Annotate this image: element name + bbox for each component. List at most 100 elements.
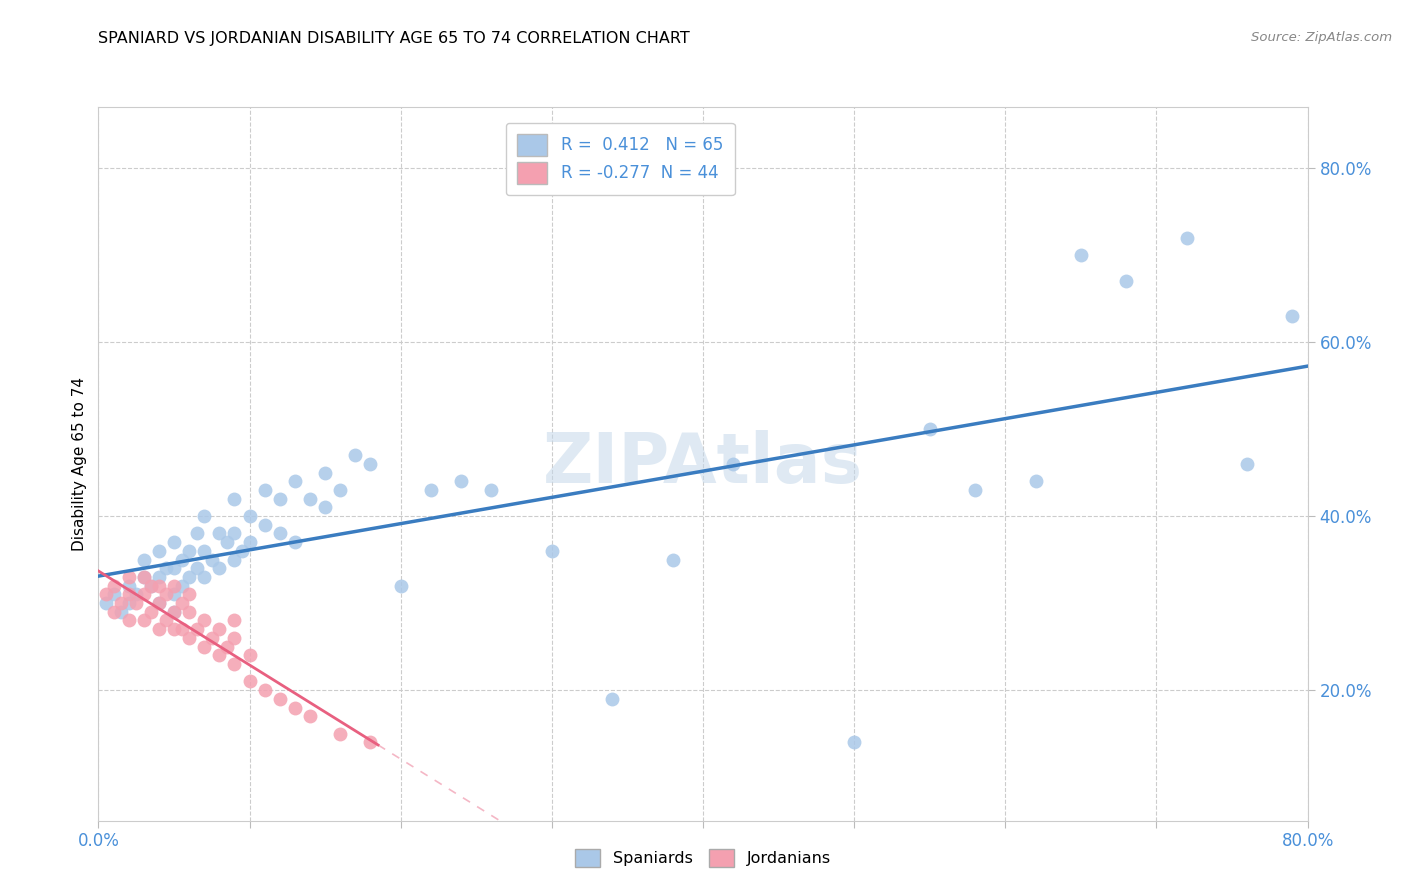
Point — [389, 579, 412, 593]
Point — [103, 579, 125, 593]
Point — [118, 587, 141, 601]
Point — [163, 605, 186, 619]
Point — [224, 631, 246, 645]
Point — [148, 622, 170, 636]
Point — [170, 622, 193, 636]
Point — [224, 614, 246, 628]
Point — [224, 526, 246, 541]
Point — [155, 561, 177, 575]
Point — [269, 691, 291, 706]
Point — [224, 491, 246, 506]
Point — [253, 683, 276, 698]
Point — [193, 544, 215, 558]
Point — [103, 605, 125, 619]
Point — [299, 491, 322, 506]
Point — [155, 614, 177, 628]
Point — [94, 596, 117, 610]
Point — [163, 622, 186, 636]
Legend: R =  0.412   N = 65, R = -0.277  N = 44: R = 0.412 N = 65, R = -0.277 N = 44 — [506, 122, 735, 195]
Point — [1281, 309, 1303, 323]
Point — [844, 735, 866, 749]
Point — [125, 596, 148, 610]
Point — [170, 596, 193, 610]
Point — [299, 709, 322, 723]
Point — [193, 640, 215, 654]
Point — [110, 605, 132, 619]
Point — [163, 579, 186, 593]
Point — [918, 422, 941, 436]
Point — [201, 552, 224, 566]
Point — [721, 457, 744, 471]
Point — [1070, 248, 1092, 262]
Point — [269, 491, 291, 506]
Point — [141, 579, 163, 593]
Text: Source: ZipAtlas.com: Source: ZipAtlas.com — [1251, 31, 1392, 45]
Point — [177, 605, 201, 619]
Point — [284, 700, 307, 714]
Point — [193, 509, 215, 524]
Point — [239, 509, 262, 524]
Point — [329, 483, 352, 497]
Point — [224, 552, 246, 566]
Point — [540, 544, 562, 558]
Point — [177, 587, 201, 601]
Point — [177, 544, 201, 558]
Point — [186, 622, 208, 636]
Point — [314, 500, 336, 515]
Point — [1115, 274, 1137, 288]
Legend: Spaniards, Jordanians: Spaniards, Jordanians — [567, 840, 839, 875]
Point — [208, 622, 231, 636]
Point — [269, 526, 291, 541]
Point — [163, 587, 186, 601]
Point — [201, 631, 224, 645]
Point — [186, 561, 208, 575]
Point — [193, 570, 215, 584]
Point — [344, 448, 367, 462]
Point — [148, 596, 170, 610]
Point — [163, 605, 186, 619]
Point — [110, 596, 132, 610]
Point — [1024, 475, 1046, 489]
Point — [132, 570, 155, 584]
Point — [215, 535, 238, 549]
Point — [177, 631, 201, 645]
Point — [170, 579, 193, 593]
Text: ZIPAtlas: ZIPAtlas — [543, 430, 863, 498]
Point — [314, 466, 336, 480]
Point — [118, 614, 141, 628]
Y-axis label: Disability Age 65 to 74: Disability Age 65 to 74 — [72, 376, 87, 551]
Point — [163, 561, 186, 575]
Point — [193, 614, 215, 628]
Point — [170, 552, 193, 566]
Point — [118, 596, 141, 610]
Point — [208, 648, 231, 663]
Point — [360, 457, 382, 471]
Point — [141, 605, 163, 619]
Point — [155, 587, 177, 601]
Point — [329, 726, 352, 740]
Point — [148, 544, 170, 558]
Point — [141, 579, 163, 593]
Point — [239, 535, 262, 549]
Text: SPANIARD VS JORDANIAN DISABILITY AGE 65 TO 74 CORRELATION CHART: SPANIARD VS JORDANIAN DISABILITY AGE 65 … — [98, 31, 690, 46]
Point — [253, 517, 276, 532]
Point — [419, 483, 441, 497]
Point — [132, 570, 155, 584]
Point — [148, 570, 170, 584]
Point — [602, 691, 624, 706]
Point — [163, 535, 186, 549]
Point — [231, 544, 253, 558]
Point — [132, 614, 155, 628]
Point — [224, 657, 246, 671]
Point — [450, 475, 472, 489]
Point — [103, 587, 125, 601]
Point — [208, 526, 231, 541]
Point — [118, 579, 141, 593]
Point — [215, 640, 238, 654]
Point — [360, 735, 382, 749]
Point — [148, 579, 170, 593]
Point — [284, 475, 307, 489]
Point — [661, 552, 683, 566]
Point — [177, 570, 201, 584]
Point — [94, 587, 117, 601]
